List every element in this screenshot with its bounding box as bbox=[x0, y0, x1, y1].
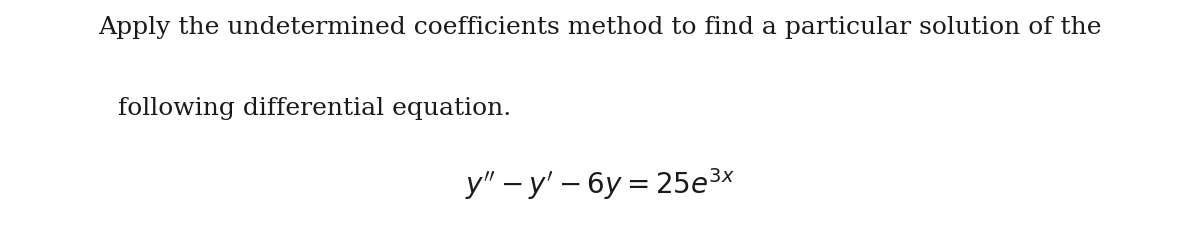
Text: following differential equation.: following differential equation. bbox=[118, 97, 511, 120]
Text: Apply the undetermined coefficients method to find a particular solution of the: Apply the undetermined coefficients meth… bbox=[98, 16, 1102, 39]
Text: $y'' - y' - 6y = 25 e^{3x}$: $y'' - y' - 6y = 25 e^{3x}$ bbox=[466, 165, 734, 201]
